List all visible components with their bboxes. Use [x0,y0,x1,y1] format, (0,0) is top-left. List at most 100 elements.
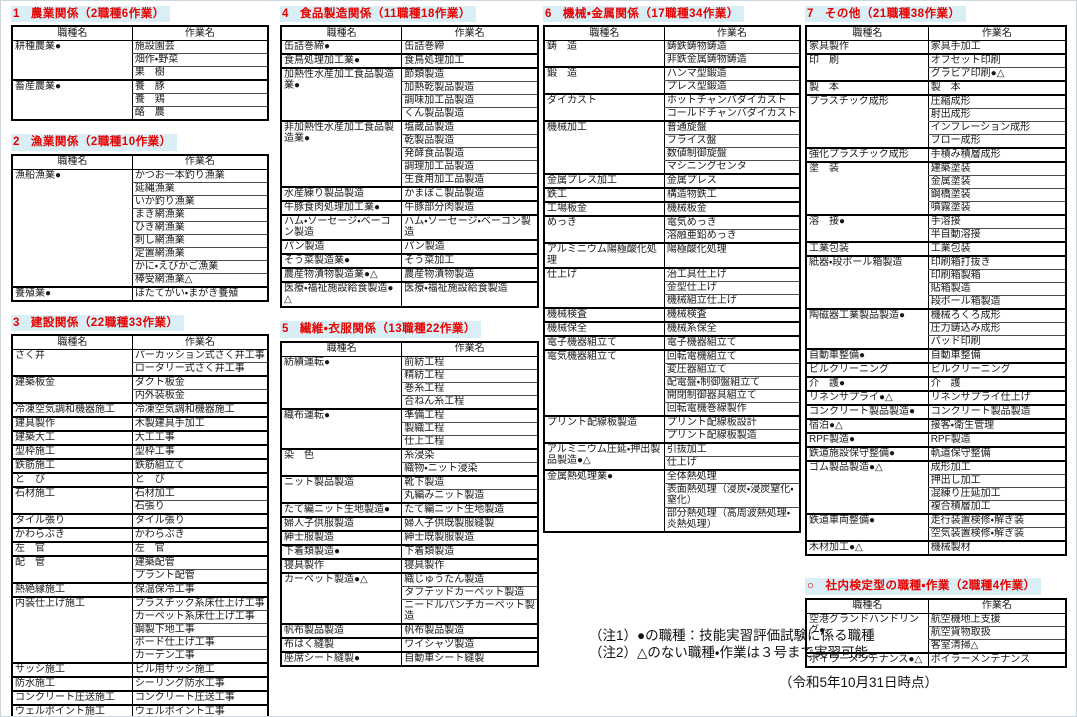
header-row: 職種名 作業名 [12,154,268,170]
occupation-cell: 木材加工●△ [806,541,929,557]
table-row: 電気機器組立て 回転電機組立て [544,350,800,418]
occupation-cell: ウェルポイント施工 [12,705,133,716]
operation-cell: ビルクリーニング [927,363,1066,379]
table-row: タイル張り タイル張り [12,514,268,530]
operation-cell: 介 護 [927,377,1066,393]
jobs-table: 職種名 作業名 空港グランドハンドリング● 航空機地上支援 航空貨物取扱 客室清掃△ ボイラ… [805,597,1067,668]
header-row: 職種名 作業名 [12,335,268,351]
table-row: 加熱乾製品製造 [281,81,538,96]
occupation-cell: 缶詰巻締● [281,40,402,56]
table-row: 型枠施工 型枠工事 [12,445,268,461]
table-row: 精紡工程 [281,369,538,383]
table-row: 下着類製造● 下着類製造 [281,544,538,560]
section-heading-highlight: 3 建設関係（22職種33作業） [11,314,184,332]
occupation-cell: 熱絶縁施工 [12,583,133,599]
occupation-cell: 非加熱性水産加工食品製造業● [281,121,402,189]
table-row: ブロー成形 [806,134,1066,150]
occupation-cell: 織布運転● [281,408,402,450]
table-row: ビルクリーニング ビルクリーニング [806,363,1066,379]
occupation-cell: 畜産農業● [12,80,133,122]
operation-cell: 全体熱処理 [663,470,800,485]
operation-cell: 変圧器組立て [663,363,800,378]
operation-cell: 鋼橋塗装 [927,188,1066,203]
occupation-cell: 陶磁器工業製品製造● [806,309,929,351]
operation-cell: 紳士既製服製造 [401,530,538,546]
table-row: 発酵食品製造 [281,147,538,162]
occupation-cell: 自動車整備● [806,349,929,365]
operation-cell: 機械検査 [663,308,800,324]
operation-cell: コンクリート製品製造 [927,405,1066,421]
occupation-header: 職種名 [806,26,929,42]
table-row: 調味加工品製造 [281,94,538,109]
section-heading: 5 繊維・衣服関係（13職種22作業） [280,319,539,338]
operation-cell: 空気装置検修・解ぎ装 [927,527,1066,543]
table-row: 金属熱処理業● 全体熱処理 [544,470,800,534]
operation-header: 作業名 [927,26,1066,42]
table-row: ハム・ソーセージ・ベーコン製造 ハム・ソーセージ・ベーコン製造 [281,215,538,242]
occupation-cell: 食鳥処理加工業● [281,54,402,70]
table-row: ひき網漁業 [12,221,268,235]
occupation-cell: 漁船漁業● [12,169,133,288]
table-row: ゴム製品製造●△ 成形加工 [806,461,1066,516]
section-title: 繊維・衣服関係（13職種22作業） [299,323,476,336]
occupation-cell: プリント配線板製造 [544,416,665,445]
table-row: 食鳥処理加工業● 食鳥処理加工 [281,54,538,70]
operation-cell: 乾製品製造 [401,134,538,149]
occupation-header: 職種名 [281,26,402,42]
column-4: 7 その他（21職種38作業） 職種名 作業名 家具製作 家具手加工印 刷オフセット印刷グ… [805,4,1067,669]
occupation-cell: 水産練り製品製造 [281,187,402,203]
occupation-header: 職種名 [12,154,133,170]
occupation-cell: 金属熱処理業● [544,470,665,534]
table-row: 客室清掃△ [806,639,1066,654]
table-row: 溶 接● 手溶接 [806,215,1066,244]
table-row: かに・えびかご漁業 [12,260,268,274]
table-row: 鍛 造ハンマ型鍛造 [544,67,800,96]
occupation-cell: 内装仕上げ施工 [12,597,133,665]
table-row: 乾製品製造 [281,134,538,149]
jobs-table: 職種名 作業名鋳 造鋳鉄鋳物鋳造 非鉄金属鋳物鋳造鍛 造ハンマ型鍛造 プレス型鍛造 ダイ… [543,25,801,534]
occupation-cell: 染 色 [281,448,402,477]
section-heading-highlight: 7 その他（21職種38作業） [805,6,966,23]
occupation-header: 職種名 [12,26,133,42]
occupation-cell: タイル張り [12,514,133,530]
occupation-header: 職種名 [281,341,402,357]
operation-cell: パーカッション式さく井工事 [131,349,268,364]
operation-cell: 畑作・野菜 [131,53,268,68]
table-row: 機械組立仕上げ [544,294,800,310]
table-row: カーペット製造●△ 織じゅうたん製造 [281,572,538,625]
operation-cell: 貼箱製造 [927,282,1066,297]
occupation-cell: 石材施工 [12,487,133,516]
footnotes: （注1）●の職種：技能実習評価試験に係る職種 （注2）△のない職種・作業は３号ま… [589,627,1071,691]
table-row: コンクリート製品製造● コンクリート製品製造 [806,405,1066,421]
occupation-cell: ビルクリーニング [806,363,929,379]
occupation-cell: 機械加工 [544,121,665,176]
occupation-cell: ダイカスト [544,94,665,123]
table-row: 布はく縫製 ワイシャツ製造 [281,637,538,653]
operation-cell: 機械製材 [927,541,1066,557]
table-row: プラント配管 [12,569,268,585]
operation-cell: 軌道保守整備 [927,447,1066,463]
operation-cell: 丸編みニット製造 [401,489,538,504]
operation-cell: 電気めっき [663,216,800,231]
table-row: ボイラーメンテナンス●△ ボイラーメンテナンス [806,652,1066,668]
table-row: 溶融亜鉛めっき [544,229,800,245]
occupation-cell: 紳士服製造 [281,530,402,546]
table-row: 印刷箱製箱 [806,269,1066,284]
table-row: 航空貨物取扱 [806,626,1066,640]
occupation-cell: 型枠施工 [12,445,133,461]
table-row: 製織工程 [281,422,538,436]
occupation-cell: 鉄道車両整備● [806,514,929,543]
table-row: 仕上工程 [281,435,538,450]
operation-cell: 大工工事 [131,431,268,447]
table-row: 工場板金 機械板金 [544,202,800,218]
operation-cell: 石張り [131,500,268,516]
operation-cell: 塩蔵品製造 [401,121,538,136]
table-row: 開閉制御器具組立て [544,389,800,404]
operation-cell: 接客・衛生管理 [927,419,1066,435]
table-row: 建築板金 ダクト板金 [12,376,268,405]
operation-cell: と び [131,473,268,489]
jobs-table: 職種名 作業名 紡績運転● 前紡工程 精紡工程 巻糸工程 合ねん糸工程 織布運転● 準備工程 製織… [280,340,539,667]
operation-cell: グラビア印刷●△ [927,67,1066,83]
header-row: 職種名 作業名 [12,26,268,42]
operation-cell: 押出し加工 [927,474,1066,489]
